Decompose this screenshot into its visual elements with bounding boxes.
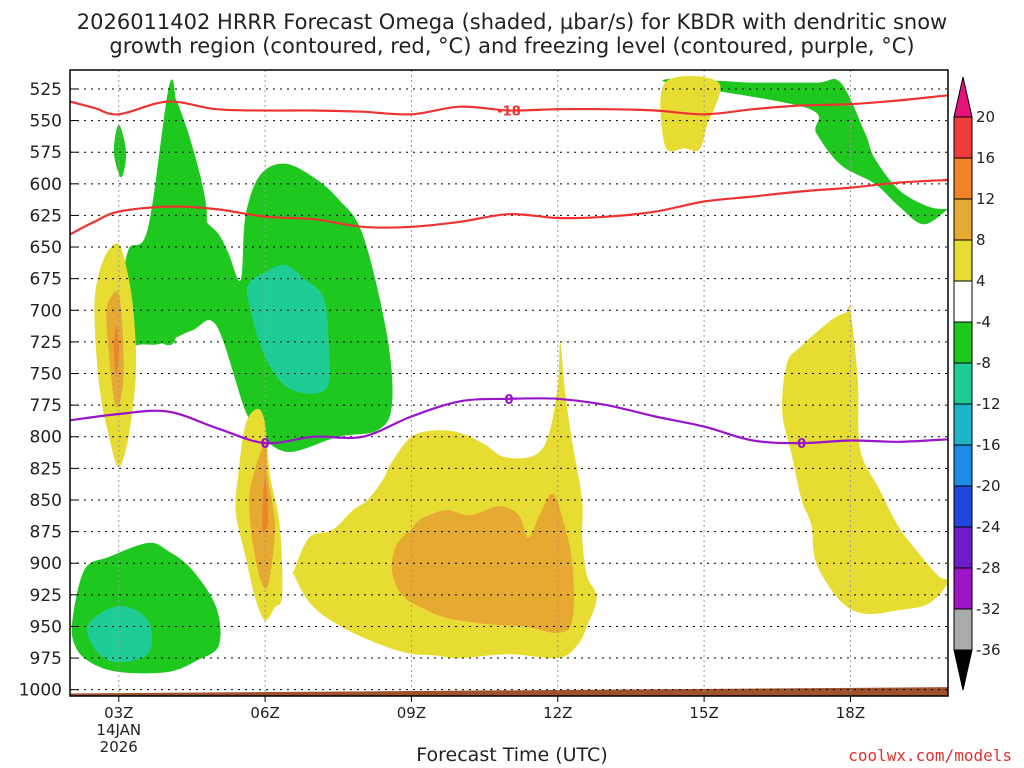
colorbar-label-10: -24 bbox=[976, 518, 1001, 536]
colorbar-label-12: -32 bbox=[976, 600, 1001, 618]
colorbar-band--32--28 bbox=[953, 567, 973, 610]
x-tick-03Z: 03Z bbox=[104, 704, 133, 722]
colorbar-band--16--12 bbox=[953, 403, 973, 446]
colorbar-band--28--24 bbox=[953, 526, 973, 569]
colorbar-band--20--16 bbox=[953, 444, 973, 487]
y-tick-675: 675 bbox=[30, 270, 62, 290]
omega-region-3 bbox=[246, 264, 330, 394]
contour-label-2-2: 0 bbox=[797, 437, 806, 452]
omega-region-16 bbox=[782, 305, 948, 615]
colorbar-label-4: 4 bbox=[976, 272, 986, 290]
x-tick-09Z: 09Z bbox=[397, 704, 426, 722]
y-tick-875: 875 bbox=[30, 523, 62, 543]
y-tick-575: 575 bbox=[30, 143, 62, 163]
y-tick-550: 550 bbox=[30, 112, 62, 132]
colorbar-band-8-12 bbox=[953, 198, 973, 241]
y-tick-625: 625 bbox=[30, 206, 62, 226]
omega-region-2 bbox=[120, 79, 393, 452]
colorbar-band--36--32 bbox=[953, 608, 973, 651]
colorbar-label-6: -8 bbox=[976, 354, 991, 372]
colorbar-label-2: 12 bbox=[976, 190, 995, 208]
y-tick-975: 975 bbox=[30, 649, 62, 669]
x-tick-date: 14JAN bbox=[96, 721, 141, 739]
y-tick-925: 925 bbox=[30, 586, 62, 606]
y-tick-750: 750 bbox=[30, 365, 62, 385]
contour-label-0-0: -18 bbox=[497, 104, 521, 119]
omega-region-4 bbox=[662, 78, 948, 225]
ground-surface bbox=[70, 687, 948, 696]
colorbar: 20 16 12 8 4 -4 -8 -12 -16 -20 -24 -28 -32 -36 bbox=[953, 76, 1001, 691]
colorbar-band--12--8 bbox=[953, 362, 973, 405]
x-tick-15Z: 15Z bbox=[689, 704, 718, 722]
y-tick-950: 950 bbox=[30, 617, 62, 637]
x-tick-year: 2026 bbox=[100, 738, 138, 756]
omega-region-6 bbox=[87, 606, 152, 663]
x-tick-06Z: 06Z bbox=[250, 704, 279, 722]
y-tick-725: 725 bbox=[30, 333, 62, 353]
x-tick-12Z: 12Z bbox=[543, 704, 572, 722]
colorbar-label-7: -12 bbox=[976, 395, 1001, 413]
grid-layer bbox=[70, 70, 948, 696]
colorbar-label-13: -36 bbox=[976, 641, 1001, 659]
credit-text: coolwx.com/models bbox=[848, 746, 1012, 765]
colorbar-label-8: -16 bbox=[976, 436, 1001, 454]
omega-region-9 bbox=[113, 325, 119, 377]
colorbar-band-12-16 bbox=[953, 157, 973, 200]
contour-1 bbox=[70, 178, 948, 236]
chart-title-line1: 2026011402 HRRR Forecast Omega (shaded, … bbox=[76, 10, 948, 34]
omega-region-14 bbox=[391, 493, 574, 633]
plot-frame bbox=[69, 69, 949, 697]
chart-title-line2: growth region (contoured, red, °C) and f… bbox=[109, 34, 915, 58]
y-tick-775: 775 bbox=[30, 396, 62, 416]
colorbar-overflow-arrow bbox=[953, 76, 973, 118]
colorbar-band--24--20 bbox=[953, 485, 973, 528]
y-tick-825: 825 bbox=[30, 459, 62, 479]
colorbar-label-11: -28 bbox=[976, 559, 1001, 577]
y-tick-700: 700 bbox=[30, 301, 62, 321]
omega-region-11 bbox=[249, 442, 275, 589]
y-tick-1000: 1000 bbox=[19, 681, 62, 701]
contour-label-2-1: 0 bbox=[504, 393, 513, 408]
contour-2 bbox=[70, 397, 948, 445]
y-tick-525: 525 bbox=[30, 80, 62, 100]
y-axis: 525 550 575 600 625 650 675 700 725 750 775 800 825 8… bbox=[19, 80, 78, 701]
colorbar-band-4-8 bbox=[953, 239, 973, 282]
contour-layer: -18 0 0 0 bbox=[70, 94, 948, 452]
y-tick-900: 900 bbox=[30, 554, 62, 574]
contour-0 bbox=[70, 94, 948, 116]
y-tick-850: 850 bbox=[30, 491, 62, 511]
colorbar-band--8--4 bbox=[953, 321, 973, 364]
colorbar-label-1: 16 bbox=[976, 149, 995, 167]
x-tick-18Z: 18Z bbox=[836, 704, 865, 722]
colorbar-label-5: -4 bbox=[976, 313, 991, 331]
colorbar-band-16-20 bbox=[953, 116, 973, 159]
colorbar-label-9: -20 bbox=[976, 477, 1001, 495]
omega-region-1 bbox=[113, 124, 127, 178]
colorbar-band--4-4 bbox=[953, 280, 973, 323]
colorbar-label-0: 20 bbox=[976, 108, 995, 126]
contour-label-2-0: 0 bbox=[261, 437, 270, 452]
y-tick-600: 600 bbox=[30, 175, 62, 195]
omega-shading-layer bbox=[70, 75, 948, 696]
colorbar-underflow-arrow bbox=[953, 649, 973, 691]
y-tick-800: 800 bbox=[30, 428, 62, 448]
y-tick-650: 650 bbox=[30, 238, 62, 258]
x-axis-title: Forecast Time (UTC) bbox=[416, 744, 608, 766]
colorbar-label-3: 8 bbox=[976, 231, 986, 249]
